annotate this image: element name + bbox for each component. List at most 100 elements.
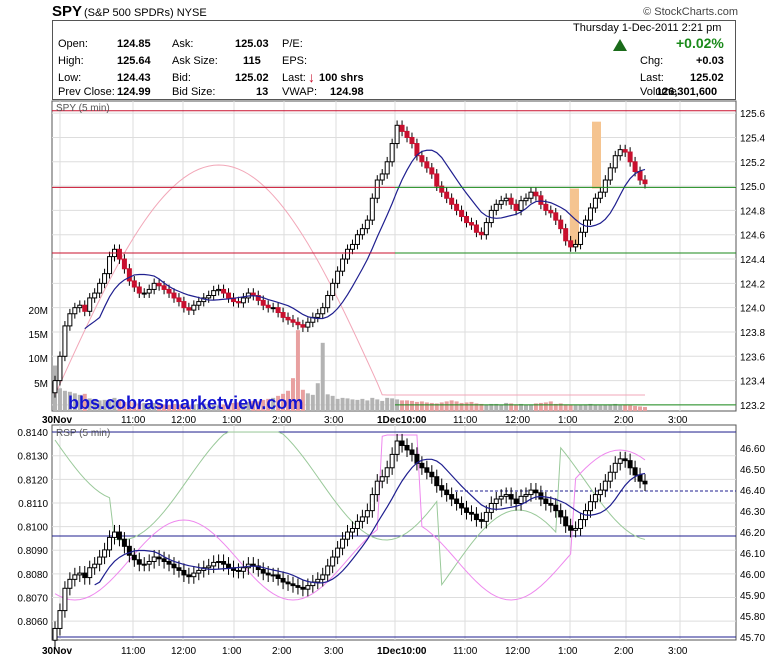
spy-candle (508, 197, 514, 205)
rsp-candle (280, 577, 286, 583)
low-label: Low: (58, 72, 82, 84)
volume-bar (221, 404, 226, 411)
volume-bar (568, 404, 573, 411)
chg-label: Chg: (640, 55, 664, 67)
rsp-x-tick: 30Nov (42, 646, 72, 657)
spy-candle (126, 268, 132, 282)
volume-bar (469, 401, 474, 411)
spy-candle (131, 280, 137, 288)
volume-bar (281, 393, 286, 411)
spy-candle (394, 124, 400, 145)
spy-candle (116, 248, 122, 260)
symbol: SPY (52, 3, 83, 20)
volume-bar (355, 399, 360, 411)
spy-candle (107, 256, 113, 275)
high-label: High: (58, 55, 84, 67)
volume-bar (261, 399, 266, 411)
rsp-candle (295, 585, 301, 588)
volume-bar (186, 405, 191, 411)
spy-y-tick: 123.4 (740, 377, 765, 388)
spy-candle (573, 243, 579, 248)
rsp-candle (275, 574, 281, 579)
volume-bar (206, 403, 211, 411)
spy-candle (92, 292, 98, 299)
rsp-candle (67, 578, 73, 589)
volume-bar (598, 405, 603, 411)
rsp-candle (290, 583, 296, 587)
spy-panel-title: SPY (5 min) (56, 103, 110, 114)
volume-bar (147, 403, 152, 411)
spy-candle (181, 301, 187, 309)
volume-bar (558, 403, 563, 411)
ask-size-value: 115 (243, 55, 261, 67)
rsp-candle (216, 561, 222, 564)
spy-candle (558, 219, 564, 230)
spy-candle (72, 307, 78, 315)
volume-bar (519, 403, 524, 411)
volume-bar (102, 399, 107, 411)
volume-bar (251, 400, 256, 411)
bid-size-value: 13 (256, 86, 269, 98)
spy-candle (146, 288, 152, 294)
rsp-candle (513, 498, 519, 504)
volume-bar (439, 402, 444, 411)
rsp-right-tick: 46.20 (740, 528, 765, 539)
rsp-candle (196, 569, 202, 574)
volume-bar (176, 404, 181, 411)
rsp-candle (394, 440, 400, 455)
rsp-x-tick: 2:00 (272, 646, 292, 657)
rsp-candle (131, 554, 137, 561)
spy-x-tick: 1:00 (558, 415, 578, 426)
spy-candle (141, 292, 147, 295)
volume-bar (390, 398, 395, 411)
spy-candle (57, 355, 63, 382)
volume-bar (489, 403, 494, 411)
rsp-right-tick: 45.70 (740, 633, 765, 644)
rsp-x-tick: 11:00 (121, 646, 146, 657)
volume-bar (533, 403, 538, 411)
volume-bar (434, 403, 439, 411)
vwap-value: 124.98 (330, 86, 364, 98)
up-triangle-icon (613, 39, 627, 51)
rsp-candle (622, 458, 628, 462)
spy-x-tick: 1Dec10:00 (377, 415, 427, 426)
spy-candle (290, 319, 296, 323)
spy-y-tick: 125.6 (740, 109, 765, 120)
rsp-candle (543, 498, 549, 504)
rsp-candle (592, 494, 598, 503)
spy-candle (295, 321, 301, 326)
rsp-left-tick: 0.8080 (17, 570, 48, 581)
rsp-candle (340, 538, 346, 549)
volume-label: Volume: (640, 86, 680, 98)
spy-candle (429, 167, 435, 175)
volume-bar (385, 397, 390, 411)
spy-candle (235, 301, 241, 304)
spy-candle (211, 290, 217, 297)
volume-value: 126,301,600 (656, 86, 718, 98)
rsp-candle (221, 561, 227, 565)
volume-bar (171, 403, 176, 411)
rsp-candle (156, 556, 162, 560)
spy-candle (587, 207, 593, 221)
spy-candle (349, 243, 355, 250)
volume-bar (454, 401, 459, 411)
spy-x-tick: 3:00 (324, 415, 344, 426)
volume-bar (92, 398, 97, 411)
rsp-candle (191, 572, 197, 578)
spy-candle (275, 307, 281, 314)
volume-bar (573, 405, 578, 411)
volume-bar (578, 404, 583, 411)
volume-bar (152, 402, 157, 411)
volume-bar (226, 404, 231, 411)
spy-candle (493, 203, 499, 211)
spy-candle (404, 130, 410, 138)
volume-bar (325, 394, 330, 411)
rsp-candle (206, 565, 212, 569)
open-label: Open: (58, 38, 88, 50)
rsp-candle (454, 498, 460, 504)
spy-candle (464, 215, 470, 224)
rsp-candle (102, 549, 108, 558)
rsp-right-tick: 46.00 (740, 570, 765, 581)
spy-candle (553, 212, 559, 221)
spy-candle (240, 297, 246, 304)
